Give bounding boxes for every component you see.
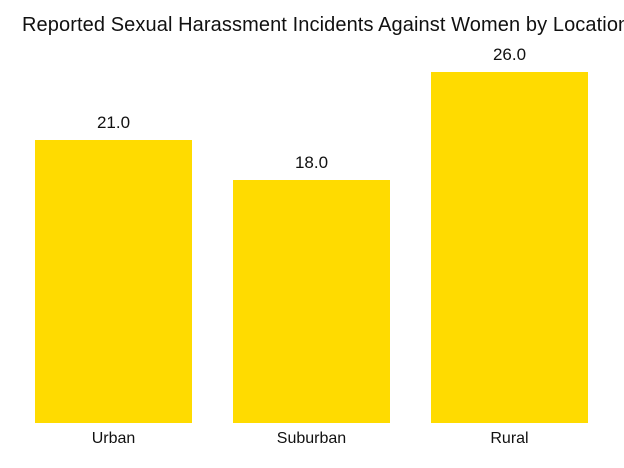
bar-value-label-rural: 26.0 xyxy=(492,45,527,64)
bar-value-label-suburban: 18.0 xyxy=(294,153,329,172)
x-tick-label-rural: Rural xyxy=(490,430,529,447)
x-tick-label-urban: Urban xyxy=(91,430,136,447)
x-axis-tick-labels: Urban Suburban Rural xyxy=(35,429,588,453)
bar-urban xyxy=(35,139,192,423)
bar-rural xyxy=(431,72,588,423)
bar-value-label-urban: 21.0 xyxy=(96,112,131,132)
bar-suburban xyxy=(233,180,390,423)
chart-title: Reported Sexual Harassment Incidents Aga… xyxy=(22,14,624,36)
x-tick-label-suburban: Suburban xyxy=(276,430,347,447)
plot-area: 21.0 18.0 26.0 xyxy=(35,0,588,423)
